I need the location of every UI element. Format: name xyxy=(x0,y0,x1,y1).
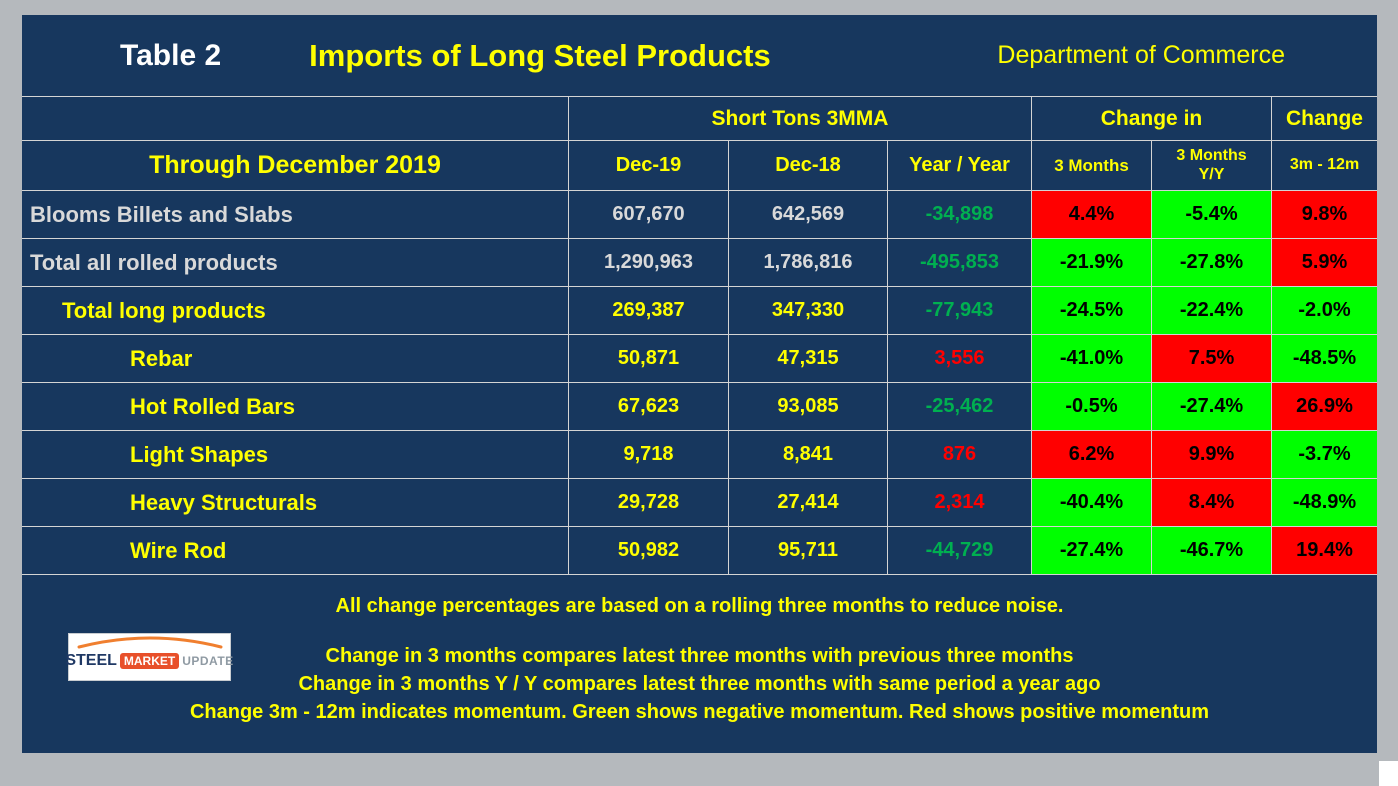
dec19-value: 607,670 xyxy=(569,191,729,239)
table-row: Heavy Structurals 29,728 27,414 2,314 -4… xyxy=(22,479,1377,527)
logo-text: STEEL MARKET UPDATE xyxy=(65,652,233,670)
period-label: Through December 2019 xyxy=(22,141,569,191)
table-number: Table 2 xyxy=(120,38,222,72)
year-year-value: -495,853 xyxy=(888,239,1032,287)
table-footer: All change percentages are based on a ro… xyxy=(22,575,1377,753)
table-row: Total long products 269,387 347,330 -77,… xyxy=(22,287,1377,335)
dec18-value: 1,786,816 xyxy=(729,239,888,287)
dec18-value: 93,085 xyxy=(729,383,888,431)
change-3m-cell: -21.9% xyxy=(1032,239,1152,287)
table-title-row: Table 2 Imports of Long Steel Products D… xyxy=(22,15,1377,97)
column-header-3-months-yy-label: 3 Months Y/Y xyxy=(1176,147,1247,183)
dec18-value: 47,315 xyxy=(729,335,888,383)
footer-note-momentum: Change 3m - 12m indicates momentum. Gree… xyxy=(189,701,1210,723)
year-year-value: -34,898 xyxy=(888,191,1032,239)
row-label: Light Shapes xyxy=(22,431,569,479)
dec18-value: 27,414 xyxy=(729,479,888,527)
change-3m-yy-cell: 7.5% xyxy=(1152,335,1272,383)
year-year-value: 3,556 xyxy=(888,335,1032,383)
column-group-header-row: Short Tons 3MMA Change in Change xyxy=(22,97,1377,141)
column-header-3-months: 3 Months xyxy=(1032,141,1152,191)
empty-header-cell xyxy=(22,97,569,141)
row-label: Total all rolled products xyxy=(22,239,569,287)
year-year-value: -25,462 xyxy=(888,383,1032,431)
column-header-3-months-yy: 3 Months Y/Y xyxy=(1152,141,1272,191)
change-3m-yy-cell: -46.7% xyxy=(1152,527,1272,575)
table-row: Blooms Billets and Slabs 607,670 642,569… xyxy=(22,191,1377,239)
change-3m-cell: -27.4% xyxy=(1032,527,1152,575)
year-year-value: -77,943 xyxy=(888,287,1032,335)
logo-word-market: MARKET xyxy=(119,653,180,669)
table-row: Total all rolled products 1,290,963 1,78… xyxy=(22,239,1377,287)
footer-note-change-3m: Change in 3 months compares latest three… xyxy=(325,645,1074,667)
year-year-value: -44,729 xyxy=(888,527,1032,575)
dec18-value: 347,330 xyxy=(729,287,888,335)
logo-word-steel: STEEL xyxy=(65,652,117,669)
logo-swoosh-icon xyxy=(77,636,223,649)
change-3m-cell: -24.5% xyxy=(1032,287,1152,335)
column-header-row: Through December 2019 Dec-19 Dec-18 Year… xyxy=(22,141,1377,191)
dec19-value: 9,718 xyxy=(569,431,729,479)
change-3m-12m-cell: 5.9% xyxy=(1272,239,1377,287)
column-header-3m-12m: 3m - 12m xyxy=(1272,141,1377,191)
dec18-value: 8,841 xyxy=(729,431,888,479)
table-row: Light Shapes 9,718 8,841 876 6.2% 9.9% -… xyxy=(22,431,1377,479)
table-row: Wire Rod 50,982 95,711 -44,729 -27.4% -4… xyxy=(22,527,1377,575)
dec18-value: 642,569 xyxy=(729,191,888,239)
dec18-value: 95,711 xyxy=(729,527,888,575)
change-3m-yy-cell: -27.8% xyxy=(1152,239,1272,287)
change-3m-12m-cell: 9.8% xyxy=(1272,191,1377,239)
dec19-value: 269,387 xyxy=(569,287,729,335)
change-3m-12m-cell: 26.9% xyxy=(1272,383,1377,431)
change-3m-yy-cell: -27.4% xyxy=(1152,383,1272,431)
column-header-dec18: Dec-18 xyxy=(729,141,888,191)
dec19-value: 50,871 xyxy=(569,335,729,383)
change-3m-12m-cell: -2.0% xyxy=(1272,287,1377,335)
change-3m-cell: -41.0% xyxy=(1032,335,1152,383)
change-3m-12m-cell: -48.5% xyxy=(1272,335,1377,383)
group-header-short-tons-3mma: Short Tons 3MMA xyxy=(569,97,1032,141)
change-3m-yy-cell: -22.4% xyxy=(1152,287,1272,335)
dec19-value: 50,982 xyxy=(569,527,729,575)
change-3m-yy-cell: 8.4% xyxy=(1152,479,1272,527)
row-label: Wire Rod xyxy=(22,527,569,575)
year-year-value: 876 xyxy=(888,431,1032,479)
group-header-change-in: Change in xyxy=(1032,97,1272,141)
steel-market-update-logo: STEEL MARKET UPDATE xyxy=(65,633,233,681)
dec19-value: 1,290,963 xyxy=(569,239,729,287)
change-3m-yy-cell: -5.4% xyxy=(1152,191,1272,239)
column-header-dec19: Dec-19 xyxy=(569,141,729,191)
row-label: Rebar xyxy=(22,335,569,383)
change-3m-yy-cell: 9.9% xyxy=(1152,431,1272,479)
change-3m-12m-cell: 19.4% xyxy=(1272,527,1377,575)
table-row: Hot Rolled Bars 67,623 93,085 -25,462 -0… xyxy=(22,383,1377,431)
corner-artifact xyxy=(1379,761,1398,786)
change-3m-12m-cell: -3.7% xyxy=(1272,431,1377,479)
imports-table: Table 2 Imports of Long Steel Products D… xyxy=(22,15,1377,753)
data-source: Department of Commerce xyxy=(997,41,1285,69)
column-header-year-year: Year / Year xyxy=(888,141,1032,191)
change-3m-cell: -0.5% xyxy=(1032,383,1152,431)
footer-notes-block: Change in 3 months compares latest three… xyxy=(22,642,1377,726)
page-title: Imports of Long Steel Products xyxy=(309,37,771,73)
dec19-value: 29,728 xyxy=(569,479,729,527)
change-3m-cell: 4.4% xyxy=(1032,191,1152,239)
change-3m-cell: -40.4% xyxy=(1032,479,1152,527)
row-label: Total long products xyxy=(22,287,569,335)
change-3m-cell: 6.2% xyxy=(1032,431,1152,479)
footer-note-change-3m-yy: Change in 3 months Y / Y compares latest… xyxy=(298,673,1101,695)
table-row: Rebar 50,871 47,315 3,556 -41.0% 7.5% -4… xyxy=(22,335,1377,383)
row-label: Blooms Billets and Slabs xyxy=(22,191,569,239)
footer-note-rolling: All change percentages are based on a ro… xyxy=(335,595,1064,617)
dec19-value: 67,623 xyxy=(569,383,729,431)
change-3m-12m-cell: -48.9% xyxy=(1272,479,1377,527)
logo-word-update: UPDATE xyxy=(182,654,234,668)
row-label: Hot Rolled Bars xyxy=(22,383,569,431)
year-year-value: 2,314 xyxy=(888,479,1032,527)
row-label: Heavy Structurals xyxy=(22,479,569,527)
group-header-change: Change xyxy=(1272,97,1377,141)
